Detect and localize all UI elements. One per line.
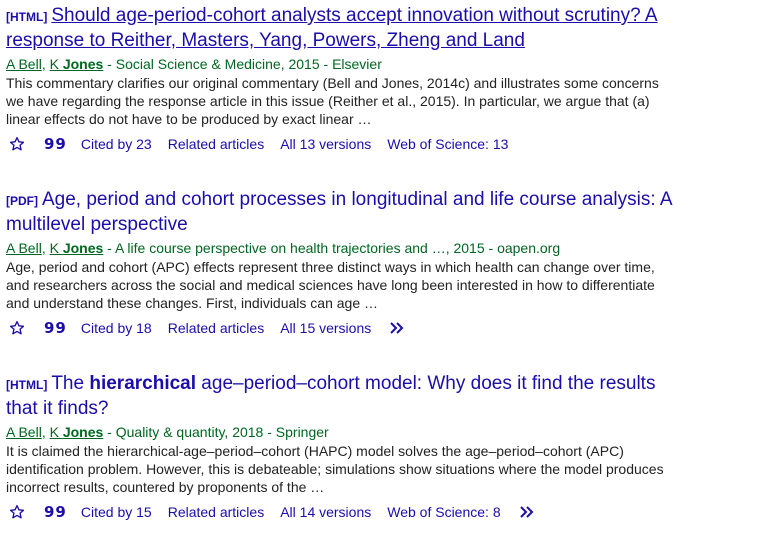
result-title: [HTML] Should age-period-cohort analysts … [6,4,766,53]
all-versions-link[interactable]: All 15 versions [280,320,372,336]
all-versions-link[interactable]: All 13 versions [280,136,372,152]
result-venue: - Social Science & Medicine, 2015 - Else… [103,56,382,72]
web-of-science-link[interactable]: Web of Science: 13 [387,136,509,152]
result-snippet: This commentary clarifies our original c… [6,75,659,127]
quote-icon[interactable]: 99 [44,135,67,153]
result-snippet: It is claimed the hierarchical-age–perio… [6,443,664,495]
result-actions: 99 Cited by 18 Related articles All 15 v… [6,319,766,337]
result-title-link[interactable]: The hierarchical age–period–cohort model… [6,373,656,419]
author-link[interactable]: K Jones [49,56,104,72]
result-title-link[interactable]: Should age-period-cohort analysts accept… [6,5,658,51]
result-item: [PDF] Age, period and cohort processes in… [6,188,766,337]
quote-icon[interactable]: 99 [44,503,67,521]
cited-by-link[interactable]: Cited by 15 [80,504,152,520]
result-title: [HTML] The hierarchical age–period–cohort… [6,372,766,421]
author-link[interactable]: A Bell [6,56,42,72]
format-tag[interactable]: [HTML] [6,10,48,24]
star-icon[interactable] [8,135,26,153]
author-link[interactable]: K Jones [49,424,104,440]
result-actions: 99 Cited by 23 Related articles All 13 v… [6,135,766,153]
double-chevron-icon[interactable] [389,321,405,335]
result-authors: A Bell, K Jones - A life course perspect… [6,240,561,256]
result-item: [HTML] Should age-period-cohort analysts … [6,4,766,153]
result-actions: 99 Cited by 15 Related articles All 14 v… [6,503,766,521]
result-title: [PDF] Age, period and cohort processes in… [6,188,766,237]
related-articles-link[interactable]: Related articles [167,504,265,520]
quote-icon[interactable]: 99 [44,319,67,337]
all-versions-link[interactable]: All 14 versions [280,504,372,520]
result-snippet: Age, period and cohort (APC) effects rep… [6,259,655,311]
format-tag[interactable]: [PDF] [6,194,38,208]
result-venue: - A life course perspective on health tr… [103,240,561,256]
related-articles-link[interactable]: Related articles [167,136,265,152]
result-authors: A Bell, K Jones - Social Science & Medic… [6,56,382,72]
star-icon[interactable] [8,319,26,337]
star-icon[interactable] [8,503,26,521]
cited-by-link[interactable]: Cited by 23 [80,136,152,152]
author-link[interactable]: A Bell [6,424,42,440]
cited-by-link[interactable]: Cited by 18 [80,320,152,336]
result-item: [HTML] The hierarchical age–period–cohort… [6,372,766,521]
format-tag[interactable]: [HTML] [6,378,48,392]
related-articles-link[interactable]: Related articles [167,320,265,336]
result-venue: - Quality & quantity, 2018 - Springer [103,424,329,440]
author-link[interactable]: K Jones [49,240,104,256]
web-of-science-link[interactable]: Web of Science: 8 [387,504,501,520]
double-chevron-icon[interactable] [519,505,535,519]
result-authors: A Bell, K Jones - Quality & quantity, 20… [6,424,329,440]
author-link[interactable]: A Bell [6,240,42,256]
result-title-link[interactable]: Age, period and cohort processes in long… [6,189,673,235]
